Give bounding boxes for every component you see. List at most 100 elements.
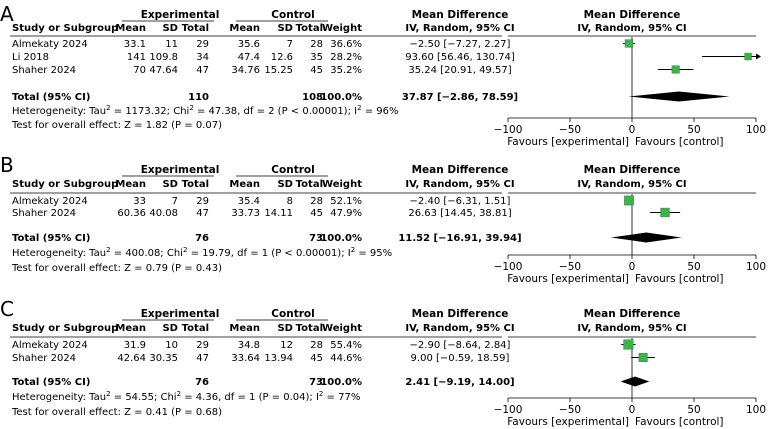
study-weight: 44.6% <box>330 353 362 364</box>
header-ctl-sd: SD <box>277 23 293 34</box>
study-name: Shaher 2024 <box>12 353 76 364</box>
heterogeneity-part: Heterogeneity: Tau <box>12 106 106 117</box>
header-iv-random: IV, Random, 95% CI <box>405 323 514 334</box>
study-name: Almekaty 2024 <box>12 340 88 351</box>
study-marker <box>660 207 670 218</box>
ctl-sd: 15.25 <box>264 65 293 76</box>
heterogeneity-part: = 96% <box>362 106 399 117</box>
study-name: Almekaty 2024 <box>12 39 88 50</box>
header-ctl-mean: Mean <box>229 323 260 334</box>
total-weight: 100.0% <box>320 233 362 244</box>
total-exp: 110 <box>188 92 209 103</box>
x-tick-label: −50 <box>559 124 581 136</box>
header-exp-total: Total <box>182 23 209 34</box>
total-ci: 37.87 [−2.86, 78.59] <box>402 92 518 103</box>
total-label: Total (95% CI) <box>12 377 90 388</box>
overall-effect-text: Test for overall effect: Z = 0.41 (P = 0… <box>11 407 222 418</box>
ctl-sd: 7 <box>287 39 293 50</box>
ctl-sd: 13.94 <box>264 353 293 364</box>
total-exp: 76 <box>195 233 209 244</box>
study-row: Shaher 2024 70 47.64 47 34.76 15.25 45 35.2% 35.… <box>12 65 694 76</box>
study-marker <box>638 353 648 362</box>
study-ci: −2.40 [−6.31, 1.51] <box>410 196 511 207</box>
exp-total: 47 <box>196 353 209 364</box>
study-name: Li 2018 <box>12 52 49 63</box>
x-tick-label: 100 <box>746 404 766 416</box>
total-label: Total (95% CI) <box>12 233 90 244</box>
x-tick-label: 50 <box>687 261 700 273</box>
exp-sd: 10 <box>165 340 178 351</box>
study-weight: 36.6% <box>330 39 362 50</box>
x-tick-label: 100 <box>746 261 766 273</box>
exp-mean: 33 <box>133 196 146 207</box>
superscript: 2 <box>183 246 187 254</box>
study-marker <box>624 195 634 206</box>
study-marker <box>623 339 634 350</box>
exp-sd: 109.8 <box>149 52 178 63</box>
x-tick-label: −50 <box>559 261 581 273</box>
header-exp-sd: SD <box>162 23 178 34</box>
x-tick-label: −100 <box>494 261 523 273</box>
header-weight: Weight <box>322 179 362 190</box>
total-ci: 11.52 [−16.91, 39.94] <box>398 233 521 244</box>
study-marker <box>671 65 680 74</box>
study-weight: 47.9% <box>330 208 362 219</box>
header-exp-sd: SD <box>162 323 178 334</box>
header-ctl-sd: SD <box>277 323 293 334</box>
header-ctl-total: Total <box>296 323 323 334</box>
exp-mean: 141 <box>127 52 146 63</box>
exp-mean: 31.9 <box>124 340 146 351</box>
ctl-mean: 33.64 <box>231 353 260 364</box>
panel-label: B <box>0 153 14 177</box>
header-ctl-total: Total <box>296 179 323 190</box>
ctl-sd: 12.6 <box>271 52 293 63</box>
superscript: 2 <box>106 104 110 112</box>
total-ctl: 108 <box>302 92 323 103</box>
heterogeneity-part: Heterogeneity: Tau <box>12 248 106 259</box>
ctl-mean: 34.8 <box>238 340 260 351</box>
forest-panel-c: C Experimental Control Mean Difference Mean … <box>0 297 766 428</box>
ctl-total: 28 <box>310 39 323 50</box>
header-study: Study or Subgroup <box>12 323 118 334</box>
total-ctl: 73 <box>309 377 323 388</box>
header-ctl-mean: Mean <box>229 23 260 34</box>
total-ci: 2.41 [−9.19, 14.00] <box>405 377 514 388</box>
study-marker <box>624 39 633 48</box>
pooled-diamond <box>620 376 650 387</box>
header-experimental: Experimental <box>141 308 220 320</box>
heterogeneity-text: Heterogeneity: Tau2 = 1173.32; Chi2 = 47… <box>12 104 399 117</box>
header-mean-difference: Mean Difference <box>412 164 509 176</box>
favours-left-label: Favours [experimental] <box>507 136 629 148</box>
ctl-total: 35 <box>310 52 323 63</box>
exp-sd: 7 <box>172 196 178 207</box>
favours-right-label: Favours [control] <box>635 416 724 428</box>
header-experimental: Experimental <box>141 9 220 21</box>
header-control: Control <box>271 9 314 21</box>
study-ci: 93.60 [56.46, 130.74] <box>405 52 515 63</box>
study-ci: 35.24 [20.91, 49.57] <box>408 65 511 76</box>
header-control: Control <box>271 164 314 176</box>
study-row: Shaher 2024 42.64 30.35 47 33.64 13.94 45 44.6%… <box>12 353 656 364</box>
header-exp-total: Total <box>182 323 209 334</box>
superscript: 2 <box>106 246 110 254</box>
overall-effect-text: Test for overall effect: Z = 1.82 (P = 0… <box>11 120 222 131</box>
header-ctl-total: Total <box>296 23 323 34</box>
study-row: Almekaty 2024 33 7 29 35.4 8 28 52.1% −2.40 [−6.… <box>12 195 634 207</box>
exp-mean: 70 <box>133 65 146 76</box>
heterogeneity-part: = 47.38, df = 2 (P < 0.00001); I <box>194 106 357 117</box>
favours-left-label: Favours [experimental] <box>507 416 629 428</box>
ctl-total: 45 <box>310 208 323 219</box>
ci-arrow <box>756 53 761 60</box>
header-exp-mean: Mean <box>115 323 146 334</box>
study-name: Shaher 2024 <box>12 208 76 219</box>
favours-right-label: Favours [control] <box>635 136 724 148</box>
plot-header-iv-random: IV, Random, 95% CI <box>577 23 686 34</box>
heterogeneity-part: = 77% <box>323 392 360 403</box>
ctl-total: 45 <box>310 65 323 76</box>
header-iv-random: IV, Random, 95% CI <box>405 23 514 34</box>
x-tick-label: −100 <box>494 124 523 136</box>
study-row: Li 2018 141 109.8 34 47.4 12.6 35 28.2% 93.60 [5… <box>12 52 761 63</box>
